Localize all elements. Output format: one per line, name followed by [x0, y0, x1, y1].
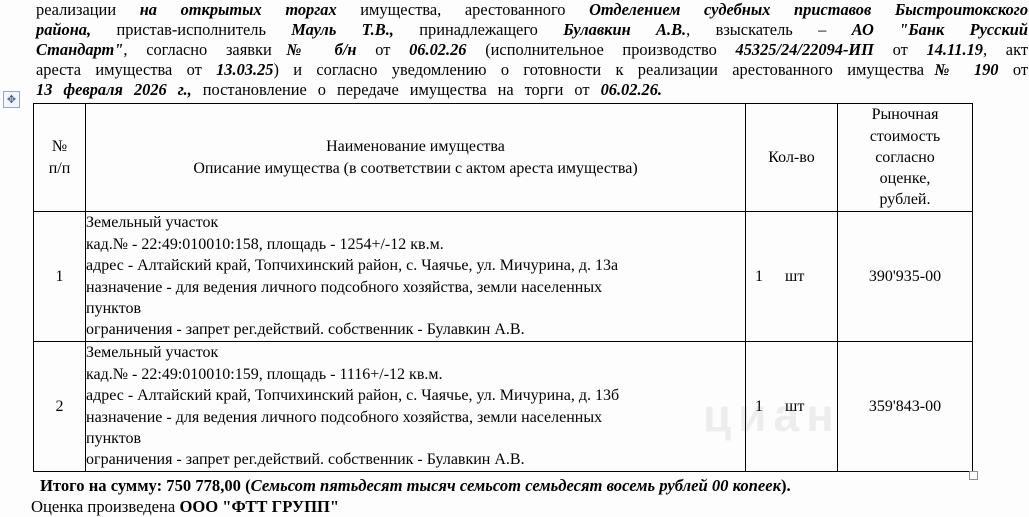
- cell-quantity: 1 шт: [745, 341, 838, 472]
- cell-description: Земельный участок кад.№ - 22:49:010010:15…: [85, 211, 746, 342]
- quantity-unit: шт: [785, 397, 805, 415]
- col-header-qty: Кол-во: [745, 103, 838, 212]
- quantity-number: 1: [755, 267, 763, 285]
- intro-line: Стандарт", согласно заявки№ б/н от 06.02…: [36, 39, 1028, 59]
- property-table: № п/п Наименование имущества Описание имущ…: [33, 103, 973, 472]
- table-move-handle-icon[interactable]: ✥: [3, 91, 20, 108]
- intro-line: 13 февраля 2026 г., постановление о пере…: [36, 79, 663, 99]
- intro-line: реализации на открытых торгах имущества,…: [36, 0, 1029, 19]
- cell-number: 2: [33, 341, 86, 472]
- col-header-number: № п/п: [33, 103, 86, 212]
- cell-number: 1: [33, 211, 86, 342]
- intro-line: района, пристав-исполнитель Мауль Т.В., …: [36, 19, 1028, 39]
- table-row: 1 Земельный участок кад.№ - 22:49:010010:…: [33, 211, 973, 342]
- cell-price: 390'935-00: [837, 211, 973, 342]
- quantity-value: 1 шт: [746, 398, 837, 416]
- col-header-price: Рыночная стоимость согласно оценке, рублей.: [837, 103, 973, 212]
- col-header-name: Наименование имущества Описание имущества…: [85, 103, 746, 212]
- appraisal-line: Оценка произведена ООО "ФТТ ГРУПП": [31, 497, 340, 516]
- table-row: 2 Земельный участок кад.№ - 22:49:010010:…: [33, 341, 973, 472]
- intro-paragraph: реализации на открытых торгах имущества,…: [36, 0, 1028, 100]
- table-resize-handle[interactable]: [969, 471, 978, 480]
- cell-description: Земельный участок кад.№ - 22:49:010010:15…: [85, 341, 746, 472]
- intro-line: ареста имущества от 13.03.25) и согласно…: [36, 59, 1028, 79]
- table-header-row: № п/п Наименование имущества Описание имущ…: [33, 103, 973, 212]
- total-amount-line: Итого на сумму: 750 778,00 (Семьсот пять…: [40, 476, 791, 495]
- cell-quantity: 1 шт: [745, 211, 838, 342]
- quantity-unit: шт: [785, 267, 805, 285]
- quantity-number: 1: [755, 397, 763, 415]
- cell-price: 359'843-00: [837, 341, 973, 472]
- quantity-value: 1 шт: [746, 268, 837, 286]
